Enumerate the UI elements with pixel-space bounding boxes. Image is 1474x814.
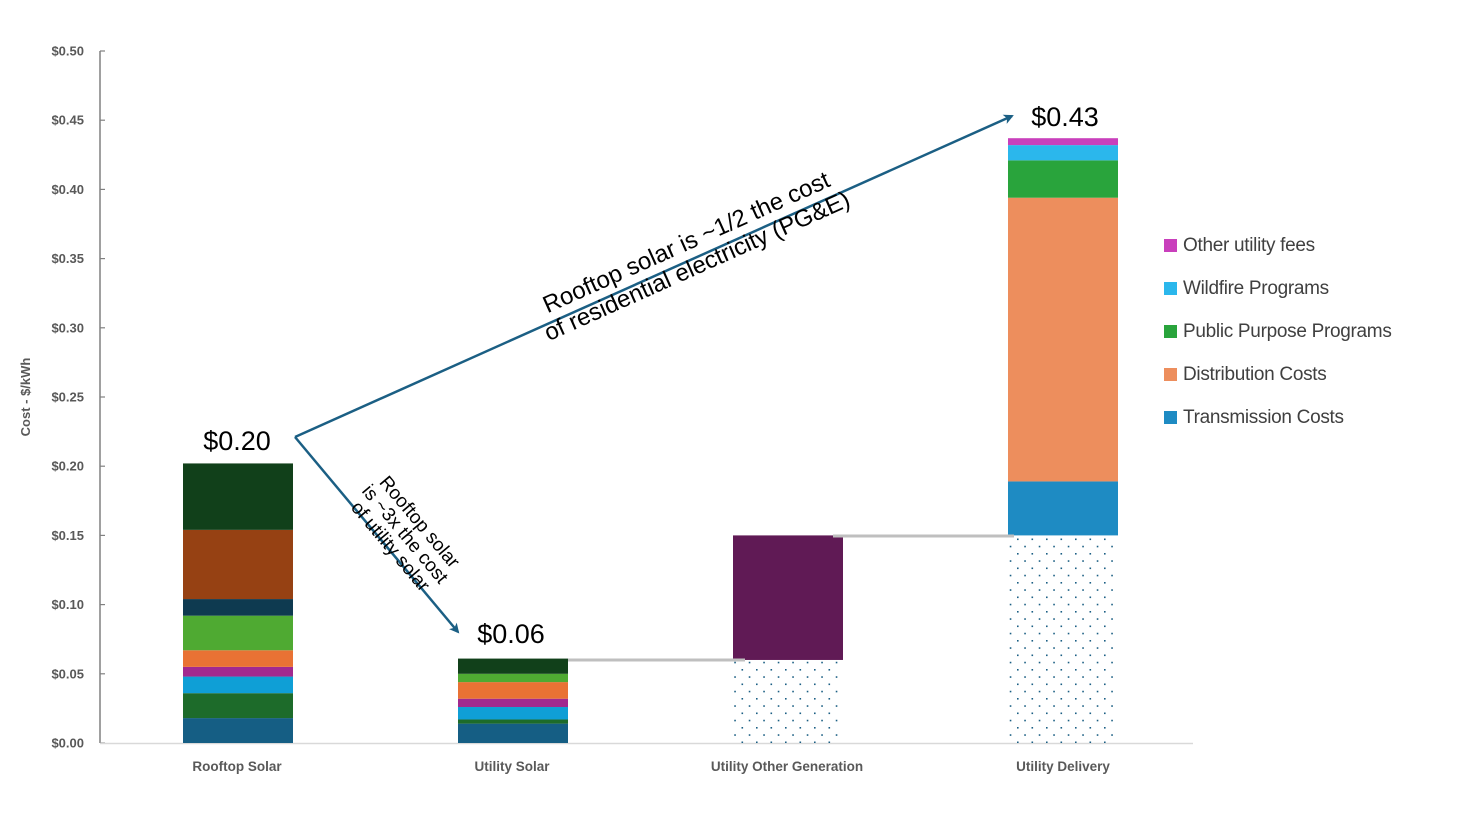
bar-segment (1008, 160, 1118, 198)
bar-utility-solar (458, 658, 568, 743)
bar-segment (183, 676, 293, 694)
legend-swatch-transmission-costs (1164, 411, 1177, 424)
legend-label: Transmission Costs (1183, 406, 1344, 428)
x-axis-labels: Rooftop Solar Utility Solar Utility Othe… (192, 759, 1110, 774)
legend-swatch-public-purpose-programs (1164, 325, 1177, 338)
bar-segment (458, 682, 568, 699)
legend-swatch-other-utility-fees (1164, 239, 1177, 252)
legend-swatch-wildfire-programs (1164, 282, 1177, 295)
legend-item-transmission-costs: Transmission Costs (1164, 396, 1392, 439)
arrow-rooftop-to-delivery (294, 114, 1014, 439)
bar-segment (1008, 481, 1118, 536)
annotation-half-cost: Rooftop solar is ~1/2 the cost of reside… (539, 166, 854, 347)
y-tick-label: $0.15 (51, 528, 84, 543)
bar-utility-delivery (1008, 138, 1118, 743)
y-tick-label: $0.10 (51, 597, 84, 612)
bar-segment (1008, 197, 1118, 482)
legend-item-other-utility-fees: Other utility fees (1164, 224, 1392, 267)
category-label-utility-other-generation: Utility Other Generation (711, 759, 863, 774)
y-tick-label: $0.50 (51, 44, 84, 59)
category-label-utility-delivery: Utility Delivery (1016, 759, 1110, 774)
bar-segment (458, 698, 568, 708)
annotation-half-cost-line1: Rooftop solar is ~1/2 the cost (539, 166, 835, 318)
bar-base-invisible (733, 659, 843, 743)
y-tick-label: $0.25 (51, 390, 84, 405)
y-tick-label: $0.30 (51, 320, 84, 335)
y-tick-label: $0.20 (51, 459, 84, 474)
y-tick-label: $0.40 (51, 182, 84, 197)
legend-label: Public Purpose Programs (1183, 320, 1392, 342)
bar-segment (183, 615, 293, 651)
legend-item-distribution-costs: Distribution Costs (1164, 353, 1392, 396)
legend-label: Other utility fees (1183, 234, 1315, 256)
bar-segment (183, 718, 293, 743)
total-label-rooftop-solar: $0.20 (203, 426, 271, 456)
bar-utility-other-generation (733, 535, 843, 743)
y-tick-label: $0.35 (51, 251, 84, 266)
bar-segment (458, 658, 568, 674)
legend: Other utility fees Wildfire Programs Pub… (1164, 224, 1392, 439)
y-tick-label: $0.00 (51, 736, 84, 751)
legend-swatch-distribution-costs (1164, 368, 1177, 381)
bar-segment (183, 666, 293, 677)
bar-segment (458, 673, 568, 683)
legend-item-public-purpose-programs: Public Purpose Programs (1164, 310, 1392, 353)
bar-segment (183, 529, 293, 600)
waterfall-connectors (568, 534, 1014, 662)
bar-segment (183, 693, 293, 719)
bar-segment (733, 535, 843, 660)
bar-segment (1008, 138, 1118, 146)
bar-segment (458, 723, 568, 743)
bar-segment (458, 707, 568, 720)
legend-label: Wildfire Programs (1183, 277, 1329, 299)
legend-item-wildfire-programs: Wildfire Programs (1164, 267, 1392, 310)
bars (183, 138, 1118, 743)
arrow-rooftop-to-utility-solar (294, 436, 460, 634)
bar-segment (458, 719, 568, 724)
legend-label: Distribution Costs (1183, 363, 1327, 385)
bar-segment (183, 650, 293, 667)
bar-segment (183, 599, 293, 616)
y-tick-label: $0.45 (51, 113, 84, 128)
y-tick-label: $0.05 (51, 666, 84, 681)
y-axis: $0.00 $0.05 $0.10 $0.15 $0.20 $0.25 $0.30 $0.35… (51, 44, 105, 751)
annotation-half-cost-line2: of residential electricity (PG&E) (540, 186, 854, 347)
bar-rooftop-solar (183, 463, 293, 743)
y-axis-title: Cost - $/kWh (18, 358, 33, 437)
bar-segment (1008, 145, 1118, 161)
bar-segment (183, 463, 293, 530)
category-label-rooftop-solar: Rooftop Solar (192, 759, 282, 774)
total-label-utility-delivery: $0.43 (1031, 102, 1099, 132)
annotation-triple-cost: Rooftop solar is ~3x the cost of utility… (346, 472, 464, 596)
bar-base-invisible (1008, 535, 1118, 743)
total-label-utility-solar: $0.06 (477, 619, 545, 649)
category-label-utility-solar: Utility Solar (474, 759, 550, 774)
